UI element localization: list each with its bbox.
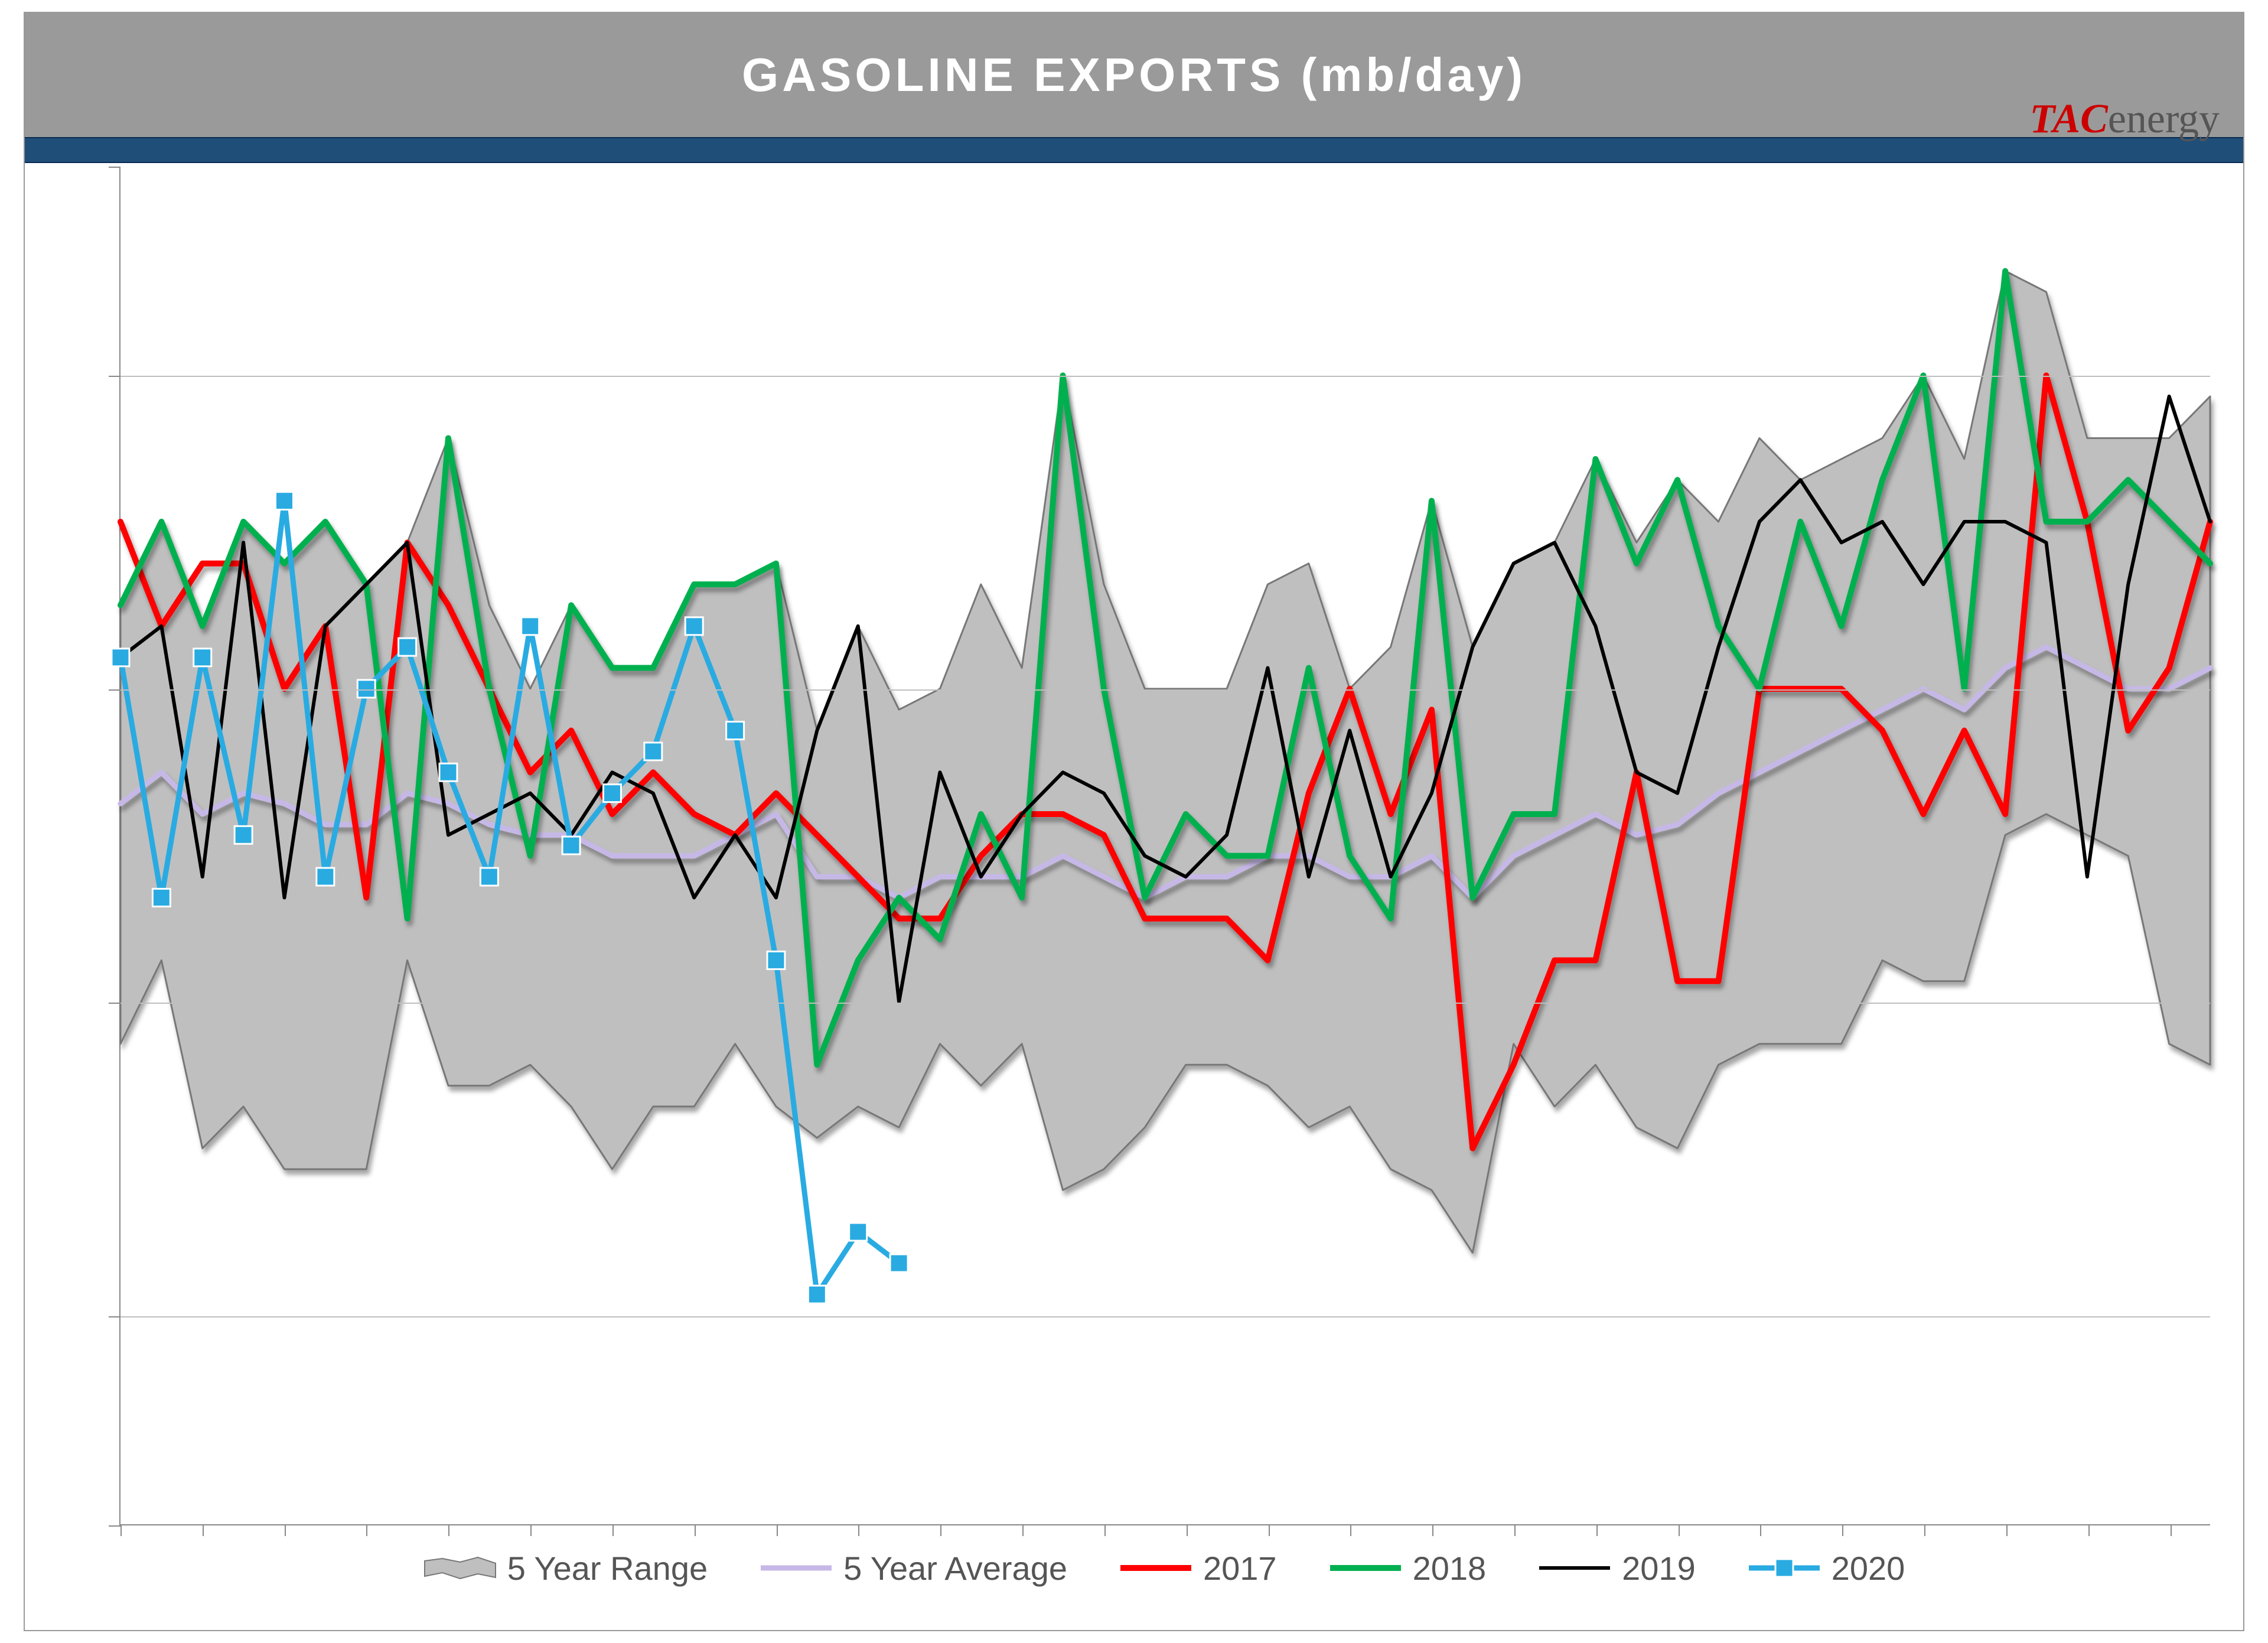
marker xyxy=(890,1254,908,1272)
x-tick xyxy=(285,1524,286,1536)
x-tick xyxy=(1432,1524,1433,1536)
y-tick xyxy=(109,1525,120,1527)
y-tick xyxy=(109,689,120,691)
x-tick xyxy=(1022,1524,1024,1536)
title-bar: GASOLINE EXPORTS (mb/day) xyxy=(25,13,2243,137)
x-tick xyxy=(1842,1524,1843,1536)
gridline xyxy=(120,1003,2210,1004)
x-tick xyxy=(1596,1524,1598,1536)
x-tick xyxy=(940,1524,941,1536)
x-tick xyxy=(448,1524,449,1536)
legend-swatch xyxy=(761,1559,832,1577)
marker xyxy=(317,868,334,886)
x-tick xyxy=(203,1524,204,1536)
x-tick xyxy=(2088,1524,2090,1536)
x-tick xyxy=(858,1524,859,1536)
chart-svg xyxy=(120,167,2210,1524)
x-tick xyxy=(1187,1524,1188,1536)
y-tick xyxy=(109,376,120,377)
legend-swatch xyxy=(1120,1559,1191,1577)
gridline xyxy=(120,689,2210,691)
x-tick xyxy=(777,1524,778,1536)
legend: 5 Year Range 5 Year Average 2017 2018 2019 2… xyxy=(119,1541,2210,1595)
legend-item: 2019 xyxy=(1539,1549,1696,1587)
gridline xyxy=(120,376,2210,377)
marker xyxy=(480,868,498,886)
x-tick xyxy=(1760,1524,1761,1536)
chart-frame: GASOLINE EXPORTS (mb/day) TACenergy 5 Ye… xyxy=(24,12,2244,1631)
legend-swatch xyxy=(425,1559,496,1577)
marker xyxy=(603,785,621,802)
accent-band xyxy=(25,137,2243,163)
x-tick xyxy=(1350,1524,1351,1536)
marker xyxy=(399,638,416,656)
x-tick xyxy=(1924,1524,1925,1536)
legend-label: 2019 xyxy=(1622,1549,1696,1587)
legend-label: 5 Year Average xyxy=(843,1549,1067,1587)
marker xyxy=(439,763,457,781)
x-tick xyxy=(366,1524,367,1536)
marker xyxy=(808,1286,826,1303)
legend-item: 2020 xyxy=(1749,1549,1905,1587)
marker xyxy=(275,492,293,510)
marker xyxy=(234,826,252,844)
y-tick xyxy=(109,167,120,168)
marker xyxy=(726,722,744,740)
y-tick xyxy=(109,1003,120,1004)
marker xyxy=(849,1223,867,1241)
chart-title: GASOLINE EXPORTS (mb/day) xyxy=(742,48,1526,102)
x-tick xyxy=(2006,1524,2008,1536)
x-tick xyxy=(2171,1524,2172,1536)
gridline xyxy=(120,1316,2210,1317)
marker xyxy=(112,649,129,666)
legend-label: 2017 xyxy=(1203,1549,1277,1587)
legend-label: 2020 xyxy=(1832,1549,1905,1587)
legend-swatch xyxy=(1539,1559,1610,1577)
x-tick xyxy=(695,1524,696,1536)
legend-swatch xyxy=(1749,1559,1820,1577)
legend-item: 5 Year Range xyxy=(425,1549,708,1587)
x-tick xyxy=(120,1524,122,1536)
x-tick xyxy=(1514,1524,1516,1536)
marker xyxy=(685,617,703,635)
x-tick xyxy=(1104,1524,1106,1536)
legend-label: 2018 xyxy=(1413,1549,1487,1587)
x-tick xyxy=(1269,1524,1270,1536)
x-tick xyxy=(530,1524,532,1536)
marker xyxy=(767,951,785,969)
x-tick xyxy=(1679,1524,1680,1536)
marker xyxy=(644,743,662,760)
marker xyxy=(194,649,211,666)
x-tick xyxy=(612,1524,614,1536)
legend-label: 5 Year Range xyxy=(507,1549,708,1587)
legend-swatch xyxy=(1330,1559,1401,1577)
marker xyxy=(152,889,170,906)
plot-area xyxy=(119,167,2210,1525)
marker xyxy=(522,617,539,635)
marker xyxy=(562,837,580,854)
y-tick xyxy=(109,1316,120,1317)
legend-item: 5 Year Average xyxy=(761,1549,1067,1587)
legend-item: 2017 xyxy=(1120,1549,1277,1587)
legend-item: 2018 xyxy=(1330,1549,1487,1587)
